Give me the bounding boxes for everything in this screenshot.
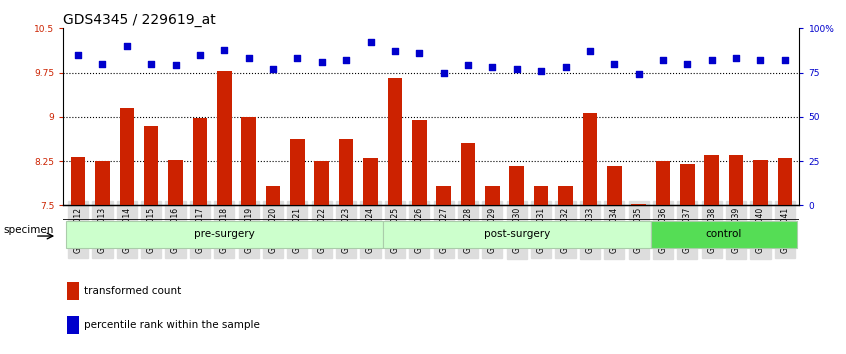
Bar bbox=[412, 120, 426, 205]
Bar bbox=[382, 221, 651, 248]
Text: pre-surgery: pre-surgery bbox=[194, 229, 255, 239]
Bar bbox=[631, 204, 646, 205]
Bar bbox=[558, 186, 573, 205]
Bar bbox=[680, 164, 695, 205]
Point bbox=[315, 59, 328, 65]
Text: post-surgery: post-surgery bbox=[484, 229, 550, 239]
Bar bbox=[753, 160, 768, 205]
Point bbox=[778, 57, 792, 63]
Bar bbox=[583, 113, 597, 205]
Point bbox=[266, 66, 280, 72]
Point bbox=[461, 63, 475, 68]
Point bbox=[680, 61, 694, 67]
Point bbox=[510, 66, 524, 72]
Bar bbox=[193, 118, 207, 205]
Point bbox=[96, 61, 109, 67]
Point bbox=[291, 56, 305, 61]
Text: GDS4345 / 229619_at: GDS4345 / 229619_at bbox=[63, 13, 217, 27]
Point bbox=[388, 48, 402, 54]
Bar bbox=[339, 139, 354, 205]
Point bbox=[632, 72, 645, 77]
Point bbox=[705, 57, 718, 63]
Bar bbox=[290, 139, 305, 205]
Bar bbox=[656, 161, 670, 205]
Text: control: control bbox=[706, 229, 742, 239]
Bar bbox=[67, 316, 79, 335]
Point bbox=[339, 57, 353, 63]
Point bbox=[71, 52, 85, 58]
Text: specimen: specimen bbox=[3, 225, 53, 235]
Point bbox=[193, 52, 206, 58]
Point bbox=[754, 57, 767, 63]
Bar bbox=[168, 160, 183, 205]
Bar bbox=[387, 79, 402, 205]
Point bbox=[169, 63, 183, 68]
Bar bbox=[705, 155, 719, 205]
Bar bbox=[437, 186, 451, 205]
Bar bbox=[95, 161, 110, 205]
Point bbox=[437, 70, 450, 75]
Bar bbox=[728, 155, 744, 205]
Bar bbox=[315, 161, 329, 205]
Bar bbox=[144, 126, 158, 205]
Point bbox=[242, 56, 255, 61]
Point bbox=[145, 61, 158, 67]
Point bbox=[217, 47, 231, 52]
Bar bbox=[461, 143, 475, 205]
Point bbox=[558, 64, 572, 70]
Text: percentile rank within the sample: percentile rank within the sample bbox=[84, 320, 260, 330]
Point bbox=[413, 50, 426, 56]
Bar bbox=[607, 166, 622, 205]
Text: transformed count: transformed count bbox=[84, 286, 181, 296]
Bar bbox=[534, 187, 548, 205]
Bar bbox=[241, 118, 256, 205]
Bar bbox=[266, 187, 280, 205]
Point bbox=[364, 40, 377, 45]
Bar bbox=[651, 221, 797, 248]
Bar bbox=[217, 71, 232, 205]
Bar bbox=[363, 158, 378, 205]
Point bbox=[656, 57, 670, 63]
Point bbox=[583, 48, 596, 54]
Bar bbox=[67, 281, 79, 300]
Bar bbox=[485, 187, 500, 205]
Bar bbox=[66, 221, 382, 248]
Point bbox=[486, 64, 499, 70]
Point bbox=[535, 68, 548, 74]
Bar bbox=[119, 108, 135, 205]
Point bbox=[729, 56, 743, 61]
Point bbox=[120, 43, 134, 49]
Bar bbox=[509, 166, 524, 205]
Bar bbox=[777, 158, 792, 205]
Bar bbox=[71, 157, 85, 205]
Point bbox=[607, 61, 621, 67]
